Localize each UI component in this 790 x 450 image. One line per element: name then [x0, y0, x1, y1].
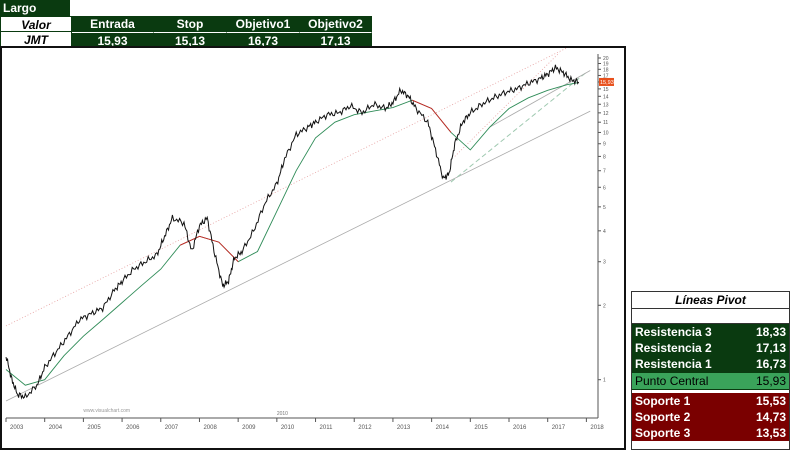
pivot-label: Soporte 1 [635, 394, 691, 408]
x-tick-label: 2003 [10, 425, 24, 431]
y-tick-label: 1 [603, 378, 606, 384]
value-entrada: 15,93 [72, 32, 154, 48]
trade-table: Largo Valor Entrada Stop Objetivo1 Objet… [0, 0, 372, 48]
y-tick-label: 20 [603, 56, 609, 62]
header-valor: Valor [0, 16, 72, 32]
pivot-row-central: Punto Central 15,93 [632, 372, 789, 390]
y-tick-label: 6 [603, 185, 606, 191]
x-tick-label: 2012 [358, 425, 372, 431]
pivot-table: Líneas Pivot Resistencia 3 18,33 Resiste… [631, 291, 790, 450]
last-price-label: 15,93 [600, 80, 614, 86]
price-line [5, 64, 580, 400]
trade-header-row: Valor Entrada Stop Objetivo1 Objetivo2 [0, 16, 372, 32]
pivot-label: Resistencia 1 [635, 357, 712, 371]
pivot-value: 16,73 [755, 357, 786, 371]
x-tick-label: 2014 [436, 425, 450, 431]
y-tick-label: 10 [603, 130, 609, 136]
y-tick-label: 18 [603, 67, 609, 73]
y-tick-label: 7 [603, 169, 606, 175]
header-entrada: Entrada [72, 16, 154, 32]
last-price-badge [599, 77, 614, 86]
value-objetivo2: 17,13 [300, 32, 372, 48]
pivot-value: 14,73 [755, 410, 786, 424]
moving-average-line [5, 82, 579, 386]
pivot-label: Resistencia 2 [635, 341, 712, 355]
y-tick-label: 3 [603, 260, 606, 266]
y-tick-label: 19 [603, 62, 609, 68]
price-chart: 2003 2004 2005 2006 2007 2008 2009 2010 2011 2012… [0, 46, 626, 450]
x-tick-label: 2017 [552, 425, 566, 431]
upper-channel-line [5, 48, 568, 327]
y-tick-label: 17 [603, 73, 609, 79]
pivot-value: 13,53 [755, 426, 786, 440]
header-objetivo2: Objetivo2 [300, 16, 372, 32]
trend-dashed-line [450, 71, 587, 183]
x-tick-label: 2004 [49, 425, 63, 431]
pivot-value: 15,53 [755, 394, 786, 408]
pivot-row-s2: Soporte 2 14,73 [632, 409, 789, 425]
chart-canvas: 2003 2004 2005 2006 2007 2008 2009 2010 2011 2012… [5, 48, 614, 431]
trade-value-row: JMT 15,93 15,13 16,73 17,13 [0, 32, 372, 48]
y-tick-label: 12 [603, 111, 609, 117]
pivot-value: 17,13 [755, 341, 786, 355]
trade-direction-label: Largo [0, 0, 70, 16]
moving-average-down-segment [412, 99, 452, 133]
y-tick-label: 5 [603, 205, 606, 211]
x-tick-label: 2018 [590, 425, 604, 431]
x-tick-label: 2013 [397, 425, 411, 431]
value-objetivo1: 16,73 [227, 32, 300, 48]
header-stop: Stop [154, 16, 227, 32]
upper-trend-dotted [454, 52, 560, 157]
header-objetivo1: Objetivo1 [227, 16, 300, 32]
pivot-label: Soporte 2 [635, 410, 691, 424]
x-tick-label: 2006 [126, 425, 140, 431]
y-tick-label: 11 [603, 120, 608, 126]
pivot-row-r1: Resistencia 1 16,73 [632, 356, 789, 372]
x-tick-label: 2009 [242, 425, 256, 431]
pivot-row-r3: Resistencia 3 18,33 [632, 324, 789, 340]
y-tick-label: 13 [603, 102, 609, 108]
y-tick-label: 4 [603, 229, 606, 235]
x-tick-label: 2015 [474, 425, 488, 431]
pivot-value: 15,93 [755, 374, 786, 388]
x-tick-label: 2016 [513, 425, 527, 431]
x-tick-label: 2010 [281, 425, 295, 431]
x-tick-label: 2007 [165, 425, 179, 431]
x-tick-label: 2008 [203, 425, 217, 431]
y-tick-label: 14 [603, 94, 609, 100]
value-stop: 15,13 [154, 32, 227, 48]
y-tick-label: 9 [603, 142, 606, 148]
lower-channel-line [5, 110, 591, 402]
pivot-row-r2: Resistencia 2 17,13 [632, 340, 789, 356]
pivot-label: Soporte 3 [635, 426, 691, 440]
pivot-label: Resistencia 3 [635, 325, 712, 339]
pivot-row-s1: Soporte 1 15,53 [632, 393, 789, 409]
watermark-text: www.visualchart.com [83, 408, 130, 414]
moving-average-down-segment [179, 235, 239, 263]
pivot-title: Líneas Pivot [632, 292, 789, 309]
pivot-label: Punto Central [635, 374, 709, 388]
y-tick-label: 15 [603, 87, 609, 93]
y-tick-label: 2 [603, 303, 606, 309]
x-tick-label: 2005 [87, 425, 101, 431]
bottom-year-label: 2010 [277, 411, 288, 417]
pivot-row-s3: Soporte 3 13,53 [632, 425, 789, 441]
y-tick-label: 8 [603, 154, 606, 160]
pivot-value: 18,33 [755, 325, 786, 339]
x-tick-label: 2011 [320, 425, 334, 431]
